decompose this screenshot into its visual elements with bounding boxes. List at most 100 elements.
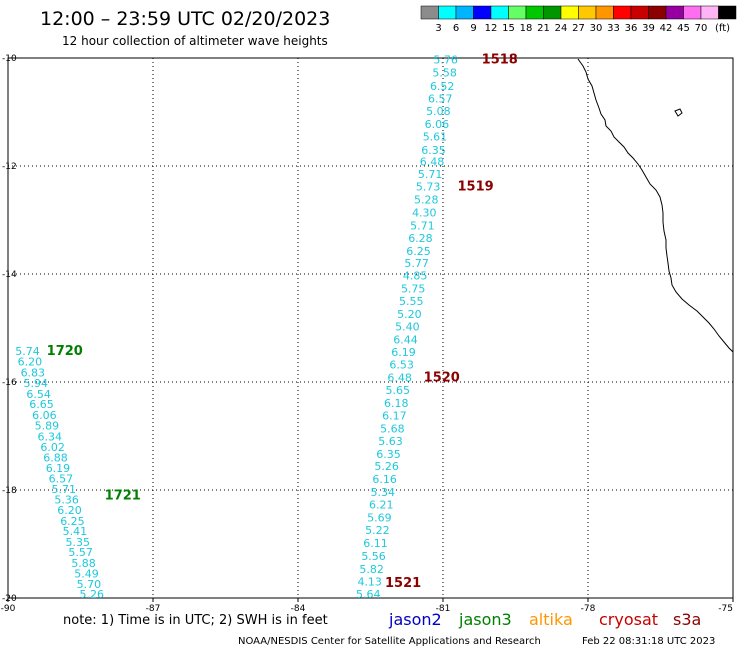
wave-height-value: 6.88	[43, 452, 68, 465]
map-frame	[7, 57, 734, 599]
pass-time-label: 1720	[47, 344, 83, 359]
wave-height-value: 5.88	[71, 557, 96, 570]
map-title: 12:00 – 23:59 UTC 02/20/2023	[40, 8, 330, 30]
lon-label: -81	[436, 604, 451, 614]
legend-swatch	[578, 5, 597, 20]
satellite-name: s3a	[673, 610, 701, 629]
wave-height-value: 6.21	[369, 499, 394, 512]
wave-height-value: 5.56	[361, 550, 386, 563]
wave-height-value: 6.35	[421, 144, 446, 157]
wave-height-value: 6.06	[425, 118, 450, 131]
wave-height-value: 6.19	[46, 462, 70, 475]
lon-label: -87	[146, 604, 161, 614]
lat-label: -16	[2, 378, 17, 388]
lat-label: -20	[2, 594, 17, 604]
wave-height-value: 5.94	[23, 377, 48, 390]
wave-height-value: 5.89	[35, 420, 60, 433]
legend-swatch	[595, 5, 614, 20]
wave-height-value: 6.52	[430, 80, 455, 93]
lat-label: -12	[2, 162, 17, 172]
satellite-name: jason2	[388, 610, 442, 629]
wave-height-value: 5.34	[371, 486, 396, 499]
coastline	[577, 58, 734, 353]
lat-label: -10	[2, 54, 17, 64]
wave-height-value: 5.57	[68, 546, 93, 559]
wave-height-value: 5.36	[54, 494, 79, 507]
wave-height-value: 6.53	[389, 359, 414, 372]
wave-height-value: 6.28	[408, 232, 433, 245]
lon-label: -78	[581, 604, 596, 614]
altimeter-tracks: 5.765.586.526.575.086.065.616.356.485.71…	[15, 53, 518, 602]
wave-height-value: 6.57	[428, 93, 453, 106]
wave-height-value: 5.74	[15, 345, 40, 358]
wave-height-value: 6.83	[21, 366, 46, 379]
wave-height-value: 5.28	[414, 193, 439, 206]
legend-swatch	[508, 5, 527, 20]
wave-height-value: 6.06	[32, 409, 57, 422]
legend-swatch	[543, 5, 562, 20]
wave-height-value: 5.63	[378, 435, 403, 448]
footer-credit: NOAA/NESDIS Center for Satellite Applica…	[238, 636, 541, 647]
legend-label: 70	[695, 23, 708, 34]
wave-height-value: 5.40	[395, 320, 420, 333]
satellite-legend: jason2 jason3 altika cryosat s3a	[388, 610, 701, 629]
wave-height-value: 5.26	[374, 460, 399, 473]
legend-swatch	[438, 5, 457, 20]
wave-height-value: 6.48	[387, 372, 412, 385]
wave-height-value: 5.70	[77, 578, 102, 591]
wave-height-value: 5.22	[365, 524, 390, 537]
legend-label: 42	[660, 23, 673, 34]
wave-height-value: 4.30	[412, 206, 437, 219]
wave-height-value: 5.75	[401, 283, 426, 296]
legend-swatch	[683, 5, 702, 20]
wave-height-value: 6.54	[26, 388, 51, 401]
legend-unit: (ft)	[715, 23, 730, 34]
legend-swatch	[718, 5, 737, 20]
wave-height-value: 6.19	[391, 346, 416, 359]
wave-height-value: 5.77	[404, 257, 429, 270]
wave-height-value: 5.26	[80, 588, 105, 601]
legend-swatch	[455, 5, 474, 20]
island	[674, 108, 683, 117]
satellite-name: cryosat	[599, 610, 658, 629]
legend-label: 6	[453, 23, 459, 34]
wave-height-value: 6.20	[57, 504, 82, 517]
wave-height-value: 5.73	[416, 181, 441, 194]
legend-swatch	[700, 5, 719, 20]
color-scale-legend: 3 6 9 12 15 18 21 24 27 30 33 36 39 42 45 70 (ft)	[420, 5, 737, 34]
footnote: note: 1) Time is in UTC; 2) SWH is in fe…	[63, 613, 328, 628]
wave-height-value: 5.64	[356, 588, 381, 601]
pass-time-label: 1519	[458, 180, 494, 195]
legend-label: 15	[502, 23, 515, 34]
map-subtitle: 12 hour collection of altimeter wave hei…	[62, 34, 328, 48]
wave-height-value: 5.35	[66, 536, 91, 549]
legend-label: 45	[677, 23, 690, 34]
legend-label: 36	[625, 23, 638, 34]
legend-swatch	[630, 5, 649, 20]
legend-swatch	[560, 5, 579, 20]
lon-label: -84	[291, 604, 306, 614]
wave-height-value: 6.57	[49, 473, 74, 486]
wave-height-value: 6.20	[18, 355, 42, 368]
wave-height-value: 6.65	[29, 398, 54, 411]
wave-height-value: 6.35	[376, 448, 401, 461]
lon-label: -90	[1, 604, 16, 614]
wave-height-value: 4.13	[357, 575, 382, 588]
legend-label: 21	[537, 23, 550, 34]
wave-height-value: 5.71	[418, 168, 443, 181]
wave-height-value: 5.58	[432, 67, 457, 80]
legend-swatch	[648, 5, 667, 20]
lat-label: -18	[2, 486, 17, 496]
wave-height-value: 6.44	[393, 333, 418, 346]
wave-height-value: 5.41	[63, 525, 88, 538]
wave-height-value: 4.85	[403, 270, 428, 283]
legend-label: 24	[555, 23, 568, 34]
wave-height-value: 5.55	[399, 295, 424, 308]
legend-swatch	[665, 5, 684, 20]
legend-swatch	[420, 5, 439, 20]
wave-height-value: 5.71	[410, 219, 435, 232]
legend-swatch	[613, 5, 632, 20]
pass-time-label: 1521	[385, 576, 421, 591]
footer-timestamp: Feb 22 08:31:18 UTC 2023	[582, 636, 715, 647]
legend-label: 30	[590, 23, 603, 34]
